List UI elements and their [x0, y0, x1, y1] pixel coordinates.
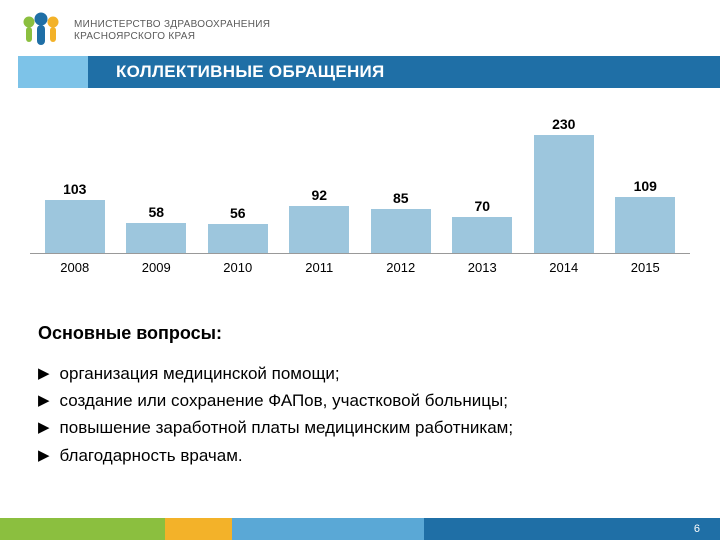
- footer-segment: [232, 518, 425, 540]
- bullet-icon: ▶: [38, 416, 50, 440]
- bar-value-label: 103: [63, 181, 86, 197]
- question-text: организация медицинской помощи;: [60, 360, 340, 387]
- ministry-line1: МИНИСТЕРСТВО ЗДРАВООХРАНЕНИЯ: [74, 19, 270, 32]
- bar: [534, 135, 594, 253]
- bar-cell: 58: [116, 204, 198, 253]
- bar-value-label: 230: [552, 116, 575, 132]
- bar-x-label: 2013: [442, 260, 524, 275]
- bullet-icon: ▶: [38, 389, 50, 413]
- question-item: ▶ повышение заработной платы медицинским …: [38, 414, 682, 441]
- bar-cell: 230: [523, 116, 605, 253]
- bar-x-label: 2012: [360, 260, 442, 275]
- bar: [289, 206, 349, 253]
- question-item: ▶ организация медицинской помощи;: [38, 360, 682, 387]
- questions-title: Основные вопросы:: [38, 323, 682, 344]
- footer-segment: [165, 518, 231, 540]
- bar-cell: 70: [442, 198, 524, 253]
- page-title: КОЛЛЕКТИВНЫЕ ОБРАЩЕНИЯ: [88, 56, 720, 88]
- bar-cell: 85: [360, 190, 442, 253]
- bar-value-label: 56: [230, 205, 246, 221]
- bar-value-label: 109: [634, 178, 657, 194]
- ministry-line2: КРАСНОЯРСКОГО КРАЯ: [74, 31, 270, 44]
- bullet-icon: ▶: [38, 362, 50, 386]
- bar-cell: 92: [279, 187, 361, 253]
- bar: [615, 197, 675, 253]
- header: МИНИСТЕРСТВО ЗДРАВООХРАНЕНИЯ КРАСНОЯРСКО…: [0, 0, 720, 56]
- bar-chart: 103 58 56 92 85 70 230 109 20082009201020112012…: [30, 114, 690, 275]
- bar-value-label: 70: [474, 198, 490, 214]
- question-text: повышение заработной платы медицинским р…: [60, 414, 514, 441]
- title-accent: [18, 56, 88, 88]
- questions-list: ▶ организация медицинской помощи; ▶ создани…: [38, 360, 682, 469]
- bar: [452, 217, 512, 253]
- bar: [371, 209, 431, 253]
- bar: [208, 224, 268, 253]
- bar-x-label: 2010: [197, 260, 279, 275]
- bar-value-label: 92: [311, 187, 327, 203]
- chart-xlabels-row: 20082009201020112012201320142015: [30, 254, 690, 275]
- bar-value-label: 85: [393, 190, 409, 206]
- ministry-logo: [18, 12, 64, 50]
- bullet-icon: ▶: [38, 444, 50, 468]
- bar-x-label: 2011: [279, 260, 361, 275]
- bar-x-label: 2014: [523, 260, 605, 275]
- bar-cell: 103: [34, 181, 116, 253]
- bar-x-label: 2008: [34, 260, 116, 275]
- question-text: благодарность врачам.: [60, 442, 243, 469]
- title-bar: КОЛЛЕКТИВНЫЕ ОБРАЩЕНИЯ: [18, 56, 720, 88]
- bar-x-label: 2009: [116, 260, 198, 275]
- ministry-name: МИНИСТЕРСТВО ЗДРАВООХРАНЕНИЯ КРАСНОЯРСКО…: [74, 19, 270, 44]
- footer-segment: [0, 518, 165, 540]
- question-text: создание или сохранение ФАПов, участково…: [60, 387, 508, 414]
- bar-cell: 109: [605, 178, 687, 253]
- bar-value-label: 58: [148, 204, 164, 220]
- bar: [45, 200, 105, 253]
- bar: [126, 223, 186, 253]
- chart-bars-row: 103 58 56 92 85 70 230 109: [30, 114, 690, 254]
- question-item: ▶ создание или сохранение ФАПов, участков…: [38, 387, 682, 414]
- bar-x-label: 2015: [605, 260, 687, 275]
- page-number: 6: [424, 518, 720, 540]
- questions-block: Основные вопросы: ▶ организация медицинск…: [38, 323, 682, 469]
- bar-cell: 56: [197, 205, 279, 253]
- question-item: ▶ благодарность врачам.: [38, 442, 682, 469]
- footer-bar: 6: [0, 518, 720, 540]
